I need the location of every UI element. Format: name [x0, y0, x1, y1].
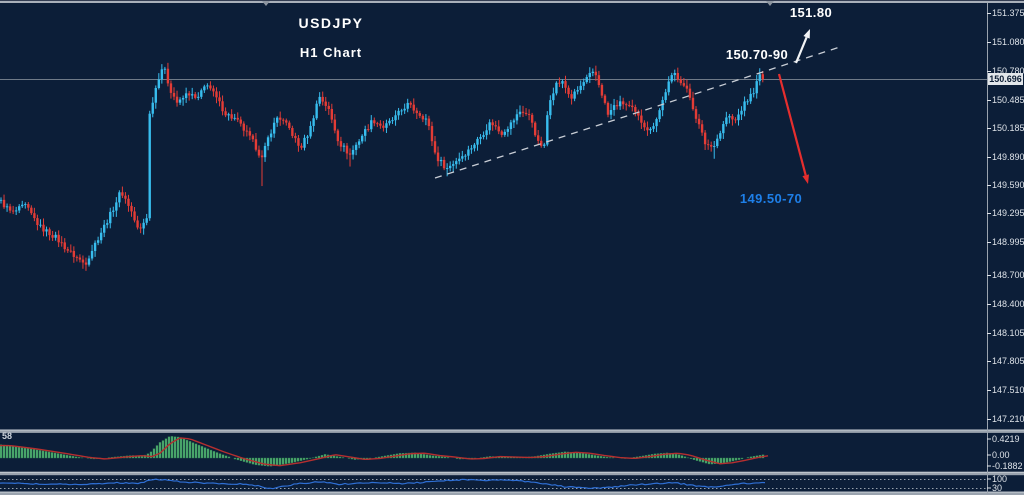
indicator1-axis-label: 0.00 — [992, 450, 1010, 460]
chart-shift-marker — [262, 1, 270, 6]
price-axis-label: 147.805 — [992, 356, 1024, 366]
indicator1-axis-label: -0.1882 — [992, 461, 1023, 471]
annotation-lower-target: 149.50-70 — [739, 191, 803, 206]
chart-shift-marker — [766, 1, 774, 6]
price-axis-label: 148.700 — [992, 270, 1024, 280]
price-axis-label: 151.080 — [992, 37, 1024, 47]
indicator-value-label: 58 — [2, 431, 13, 441]
chart-symbol-title: USDJPY — [298, 15, 364, 31]
price-axis-label: 148.995 — [992, 237, 1024, 247]
indicator2-axis-label: 100 — [992, 474, 1008, 484]
price-axis-label: 150.780 — [992, 66, 1024, 76]
price-axis-label: 149.890 — [992, 152, 1024, 162]
annotation-retest-zone: 150.70-90 — [725, 47, 789, 62]
price-axis-label: 147.510 — [992, 385, 1024, 395]
chart-timeframe-title: H1 Chart — [299, 45, 363, 60]
current-price-box: 150.696 — [988, 73, 1023, 85]
price-axis-label: 148.105 — [992, 328, 1024, 338]
annotation-upper-target: 151.80 — [789, 5, 833, 20]
price-axis-label: 148.400 — [992, 299, 1024, 309]
indicator1-axis-label: 0.4219 — [992, 434, 1020, 444]
price-axis-label: 147.210 — [992, 414, 1024, 424]
price-axis-label: 151.375 — [992, 8, 1024, 18]
price-axis-label: 150.485 — [992, 95, 1024, 105]
indicator2-axis-label: 30 — [992, 483, 1003, 493]
price-axis-label: 149.295 — [992, 208, 1024, 218]
price-axis-label: 149.590 — [992, 180, 1024, 190]
price-axis-label: 150.185 — [992, 123, 1024, 133]
